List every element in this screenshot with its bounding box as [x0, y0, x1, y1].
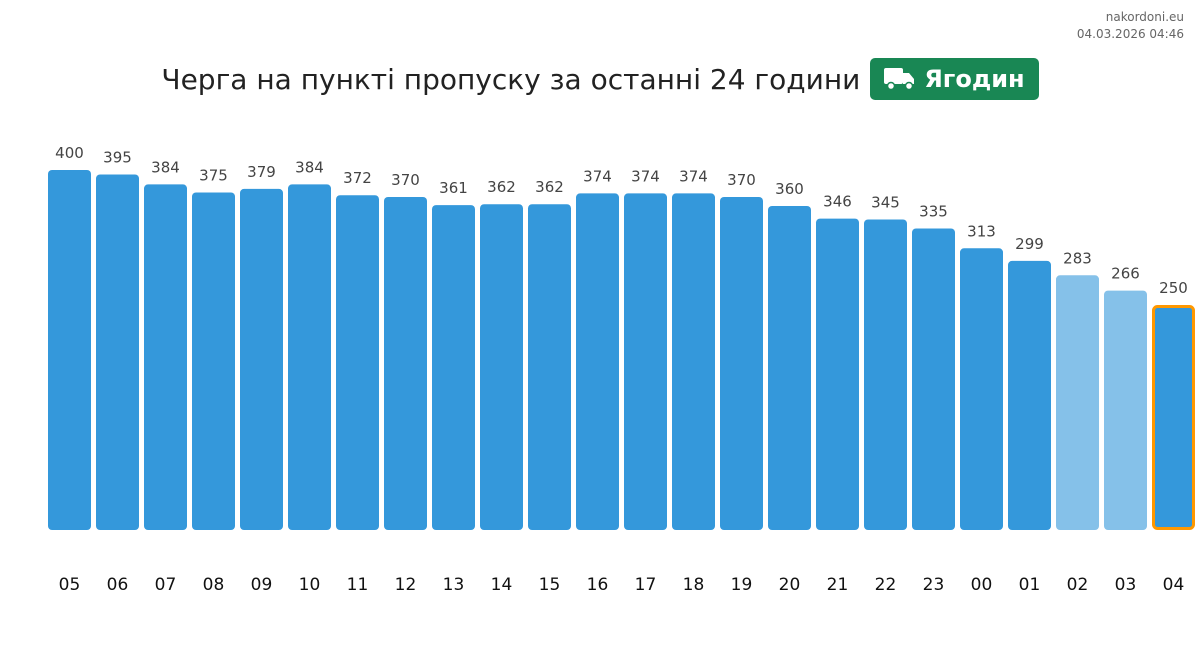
- value-label-01: 299: [1015, 235, 1044, 253]
- bar-12: [384, 197, 427, 530]
- value-label-06: 395: [103, 149, 132, 167]
- bar-17: [624, 193, 667, 530]
- value-label-23: 335: [919, 203, 948, 221]
- bar-04: [1152, 305, 1195, 530]
- source-info: nakordoni.eu 04.03.2026 04:46: [1077, 9, 1184, 43]
- value-label-05: 400: [55, 144, 84, 162]
- bar-20: [768, 206, 811, 530]
- value-label-11: 372: [343, 169, 372, 187]
- value-label-07: 384: [151, 158, 180, 176]
- x-tick-16: 16: [587, 575, 609, 595]
- x-tick-09: 09: [251, 575, 273, 595]
- x-tick-19: 19: [731, 575, 753, 595]
- bar-03: [1104, 290, 1147, 530]
- bar-08: [192, 192, 235, 530]
- x-tick-21: 21: [827, 575, 849, 595]
- checkpoint-name: Ягодин: [924, 65, 1025, 93]
- value-label-17: 374: [631, 167, 660, 185]
- bar-00: [960, 248, 1003, 531]
- value-label-04: 250: [1159, 279, 1188, 297]
- x-tick-11: 11: [347, 575, 369, 595]
- bar-18: [672, 193, 715, 530]
- x-tick-14: 14: [491, 575, 513, 595]
- x-tick-07: 07: [155, 575, 177, 595]
- bar-22: [864, 219, 907, 530]
- bar-14: [480, 204, 523, 530]
- chart-title: Черга на пункті пропуску за останні 24 г…: [161, 62, 861, 96]
- bar-07: [144, 184, 187, 530]
- timestamp: 04.03.2026 04:46: [1076, 27, 1184, 41]
- value-label-10: 384: [295, 158, 324, 176]
- value-label-19: 370: [727, 171, 756, 189]
- x-tick-20: 20: [779, 575, 801, 595]
- x-tick-01: 01: [1019, 575, 1041, 595]
- value-label-08: 375: [199, 167, 228, 185]
- chart-header: Черга на пункті пропуску за останні 24 г…: [0, 58, 1200, 100]
- bar-09: [240, 188, 283, 530]
- value-label-09: 379: [247, 163, 276, 181]
- x-tick-23: 23: [923, 575, 945, 595]
- value-label-13: 361: [439, 179, 468, 197]
- value-label-22: 345: [871, 194, 900, 212]
- value-label-18: 374: [679, 167, 708, 185]
- bar-02: [1056, 275, 1099, 530]
- x-tick-05: 05: [59, 575, 81, 595]
- value-label-02: 283: [1063, 249, 1092, 267]
- bar-15: [528, 204, 571, 530]
- x-tick-15: 15: [539, 575, 561, 595]
- bar-21: [816, 218, 859, 530]
- bar-19: [720, 197, 763, 530]
- x-tick-17: 17: [635, 575, 657, 595]
- value-label-12: 370: [391, 171, 420, 189]
- bar-11: [336, 195, 379, 530]
- value-label-20: 360: [775, 180, 804, 198]
- checkpoint-badge: Ягодин: [870, 58, 1039, 100]
- x-tick-22: 22: [875, 575, 897, 595]
- bar-05: [48, 170, 91, 530]
- x-tick-08: 08: [203, 575, 225, 595]
- x-tick-18: 18: [683, 575, 705, 595]
- bar-01: [1008, 260, 1051, 530]
- value-label-21: 346: [823, 193, 852, 211]
- bar-06: [96, 174, 139, 530]
- x-tick-04: 04: [1163, 575, 1185, 595]
- truck-icon: [884, 68, 915, 91]
- x-tick-06: 06: [107, 575, 129, 595]
- x-tick-00: 00: [971, 575, 993, 595]
- bar-13: [432, 205, 475, 530]
- value-label-03: 266: [1111, 265, 1140, 283]
- x-tick-03: 03: [1115, 575, 1137, 595]
- value-label-15: 362: [535, 178, 564, 196]
- value-label-00: 313: [967, 222, 996, 240]
- x-tick-10: 10: [299, 575, 321, 595]
- x-tick-13: 13: [443, 575, 465, 595]
- x-tick-02: 02: [1067, 575, 1089, 595]
- bar-10: [288, 184, 331, 530]
- bar-23: [912, 228, 955, 530]
- source-site: nakordoni.eu: [1105, 10, 1184, 24]
- value-label-14: 362: [487, 178, 516, 196]
- bar-16: [576, 193, 619, 530]
- value-label-16: 374: [583, 167, 612, 185]
- x-tick-12: 12: [395, 575, 417, 595]
